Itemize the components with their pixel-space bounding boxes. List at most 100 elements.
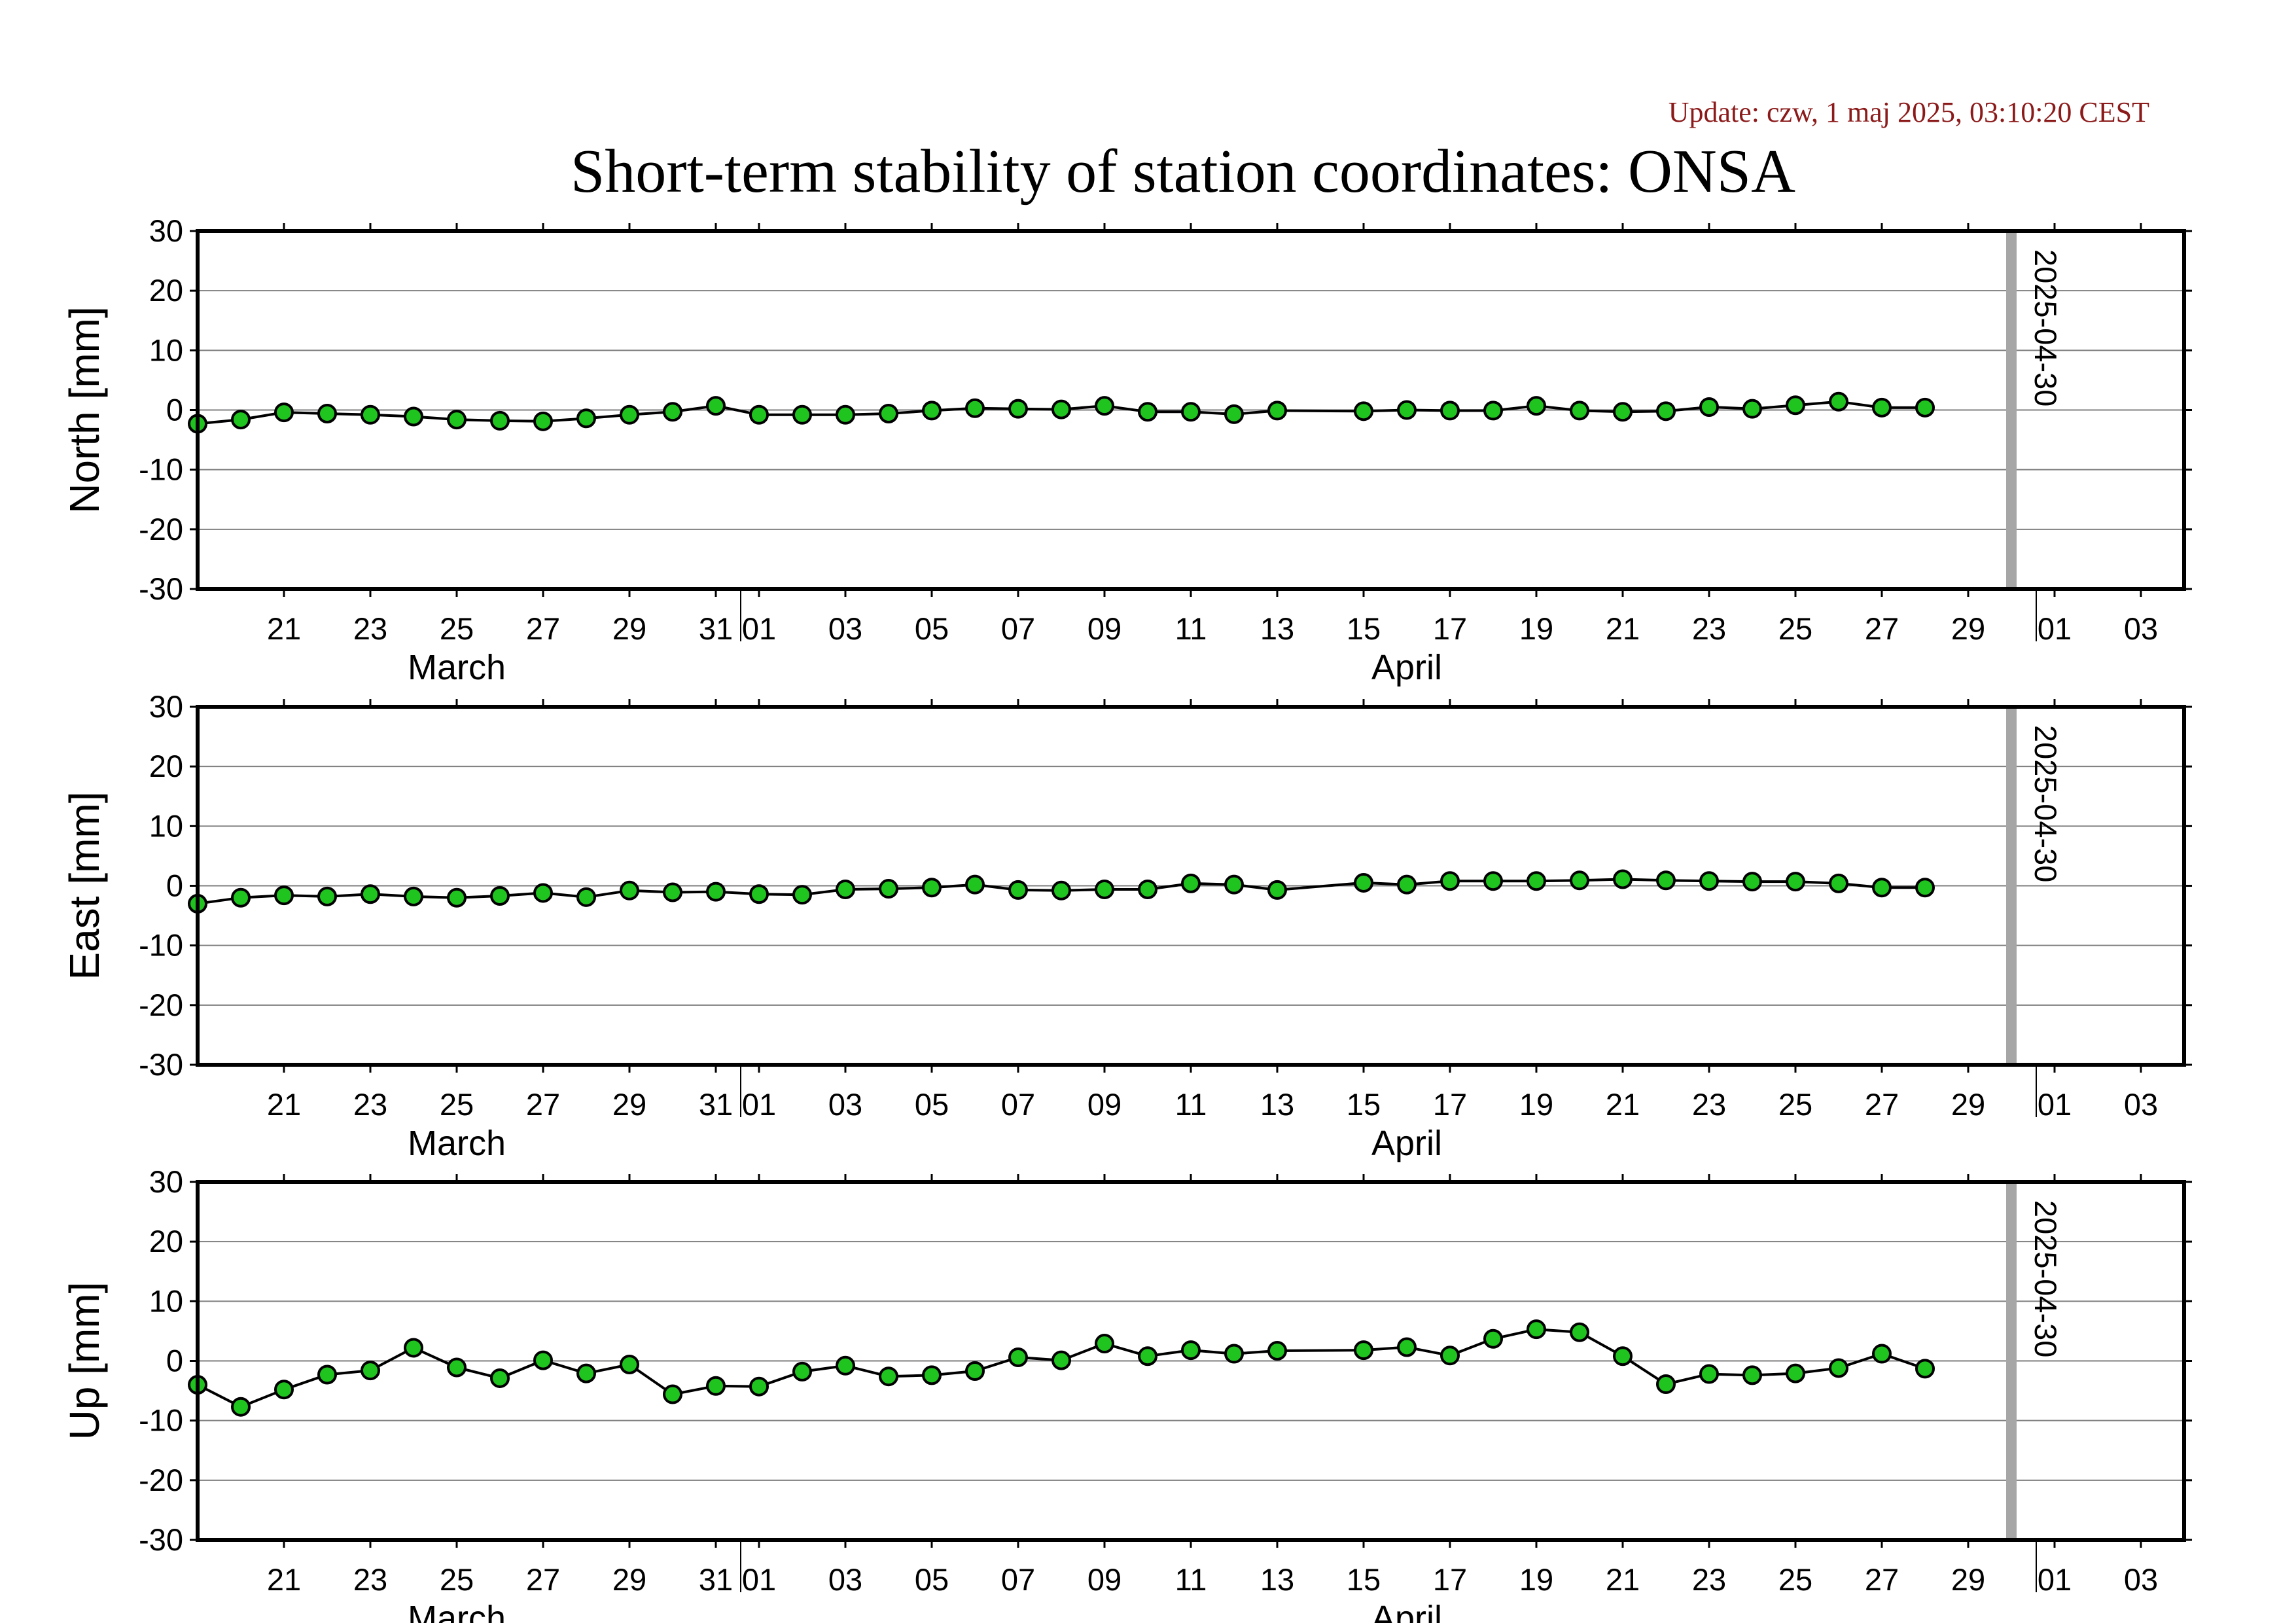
x-tick-label: 29 <box>1951 1562 1985 1597</box>
y-tick-label: 30 <box>149 689 183 724</box>
data-point <box>620 1354 639 1374</box>
data-point <box>1095 1334 1114 1354</box>
data-point <box>1570 401 1589 421</box>
date-marker-label: 2025-04-30 <box>2028 249 2063 406</box>
data-point <box>1051 399 1071 419</box>
data-point <box>1483 871 1503 891</box>
data-point <box>361 1361 380 1381</box>
data-point <box>1008 399 1028 419</box>
data-point <box>1138 879 1157 899</box>
data-point <box>879 403 898 423</box>
data-point <box>792 404 812 425</box>
x-tick-label: 09 <box>1087 1087 1122 1122</box>
data-point <box>706 396 726 416</box>
data-point <box>1872 1344 1892 1364</box>
data-point <box>1224 1344 1244 1364</box>
month-label: April <box>1371 1599 1442 1623</box>
y-tick-label: 0 <box>166 868 183 903</box>
x-tick-label: 11 <box>1175 1087 1207 1122</box>
data-point <box>576 408 596 429</box>
data-point <box>836 879 855 899</box>
x-tick-label: 27 <box>526 611 560 646</box>
x-tick-label: 13 <box>1260 1562 1294 1597</box>
data-point <box>1354 401 1373 421</box>
x-tick-label: 29 <box>612 1562 646 1597</box>
series-line <box>197 878 1925 905</box>
data-point <box>1138 402 1157 422</box>
data-point <box>1699 871 1719 891</box>
month-label: April <box>1371 648 1442 687</box>
x-tick-label: 23 <box>353 1087 387 1122</box>
x-tick-label: 01 <box>2038 611 2072 646</box>
x-tick-label: 01 <box>742 611 776 646</box>
data-point <box>1829 873 1848 893</box>
data-point <box>1742 399 1762 419</box>
data-point <box>490 885 510 906</box>
x-tick-label: 11 <box>1175 1562 1207 1597</box>
data-point <box>1440 401 1460 421</box>
y-tick-label: -30 <box>139 1047 183 1082</box>
data-point <box>1440 1346 1460 1366</box>
panel-east: 30 20 10 0 -10 -20 -30 2025-04-30 21 23 25 27 29 31 01… <box>61 689 2192 1163</box>
data-point <box>1742 872 1762 892</box>
update-timestamp: Update: czw, 1 maj 2025, 03:10:20 CEST <box>1669 96 2149 128</box>
data-point <box>663 1384 682 1404</box>
data-point <box>1267 401 1287 421</box>
data-point <box>749 404 769 425</box>
x-tick-label: 27 <box>1865 611 1899 646</box>
y-tick-label: -30 <box>139 1522 183 1557</box>
data-point <box>1915 1359 1935 1379</box>
data-point <box>231 887 251 908</box>
x-tick-label: 25 <box>440 611 474 646</box>
data-point <box>1008 880 1028 900</box>
data-point <box>1181 402 1201 422</box>
data-point <box>490 410 510 431</box>
y-tick-label: -10 <box>139 452 183 487</box>
data-point <box>1786 395 1805 416</box>
x-tick-label: 25 <box>1778 1087 1812 1122</box>
data-point <box>447 410 467 430</box>
month-label: March <box>408 648 506 687</box>
data-point <box>404 406 423 427</box>
x-tick-label: 01 <box>742 1562 776 1597</box>
data-point <box>361 884 380 904</box>
x-tick-label: 31 <box>699 611 733 646</box>
month-label: April <box>1371 1124 1442 1163</box>
data-point <box>274 885 294 906</box>
data-point <box>965 1361 985 1381</box>
chart-title: Short-term stability of station coordina… <box>571 137 1795 205</box>
data-point <box>1527 871 1546 891</box>
data-point <box>1786 1363 1805 1383</box>
x-tick-label: 09 <box>1087 611 1122 646</box>
data-point <box>663 882 682 902</box>
data-point <box>706 882 726 902</box>
data-point <box>1483 1329 1503 1349</box>
data-point <box>447 1357 467 1378</box>
x-tick-label: 05 <box>915 611 949 646</box>
data-point <box>922 1365 942 1385</box>
data-point <box>1527 1319 1546 1340</box>
data-point <box>576 887 596 907</box>
data-point <box>1613 1346 1633 1366</box>
y-tick-label: 30 <box>149 213 183 248</box>
data-point <box>1354 1340 1373 1361</box>
y-tick-label: -30 <box>139 571 183 606</box>
plot-frame <box>196 229 2186 591</box>
x-tick-label: 19 <box>1519 1087 1553 1122</box>
x-tick-label: 17 <box>1433 1087 1467 1122</box>
x-tick-label: 07 <box>1001 1562 1035 1597</box>
x-tick-label: 27 <box>1865 1087 1899 1122</box>
data-point <box>1267 1341 1287 1361</box>
data-point <box>620 880 639 901</box>
data-point <box>1051 1350 1071 1370</box>
data-point <box>922 878 942 898</box>
y-tick-label: 10 <box>149 808 183 843</box>
data-point <box>1570 870 1589 891</box>
x-tick-label: 23 <box>353 1562 387 1597</box>
x-tick-label: 31 <box>699 1087 733 1122</box>
x-tick-label: 27 <box>1865 1562 1899 1597</box>
y-tick-label: 0 <box>166 393 183 427</box>
x-tick-label: 23 <box>1692 1562 1726 1597</box>
data-point <box>1613 869 1633 889</box>
